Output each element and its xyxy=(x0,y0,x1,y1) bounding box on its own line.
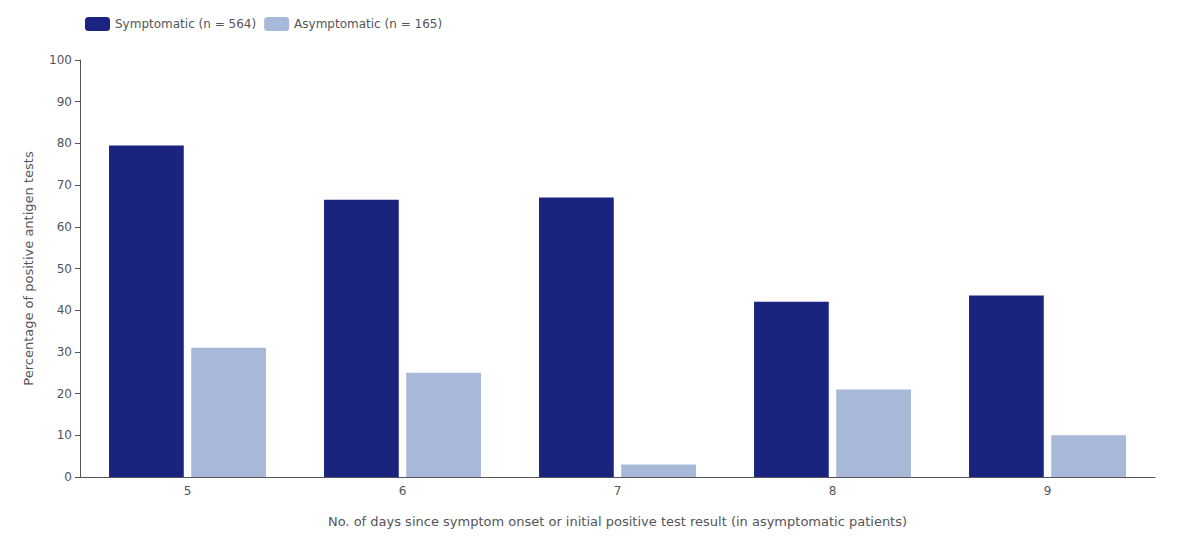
svg-text:5: 5 xyxy=(184,484,192,498)
svg-text:10: 10 xyxy=(57,428,72,442)
svg-text:50: 50 xyxy=(57,262,72,276)
svg-text:6: 6 xyxy=(399,484,407,498)
svg-text:30: 30 xyxy=(57,345,72,359)
svg-text:7: 7 xyxy=(614,484,622,498)
svg-text:70: 70 xyxy=(57,178,72,192)
svg-text:Symptomatic (n = 564): Symptomatic (n = 564) xyxy=(115,17,256,31)
svg-text:Asymptomatic (n = 165): Asymptomatic (n = 165) xyxy=(294,17,442,31)
svg-text:No. of days since symptom onse: No. of days since symptom onset or initi… xyxy=(328,514,907,529)
svg-text:0: 0 xyxy=(64,470,72,484)
svg-text:60: 60 xyxy=(57,220,72,234)
svg-text:80: 80 xyxy=(57,136,72,150)
svg-text:8: 8 xyxy=(829,484,837,498)
svg-text:9: 9 xyxy=(1044,484,1052,498)
svg-text:100: 100 xyxy=(49,53,72,67)
svg-text:40: 40 xyxy=(57,303,72,317)
svg-text:20: 20 xyxy=(57,387,72,401)
svg-text:Percentage of positive antigen: Percentage of positive antigen tests xyxy=(21,151,36,386)
svg-text:90: 90 xyxy=(57,95,72,109)
